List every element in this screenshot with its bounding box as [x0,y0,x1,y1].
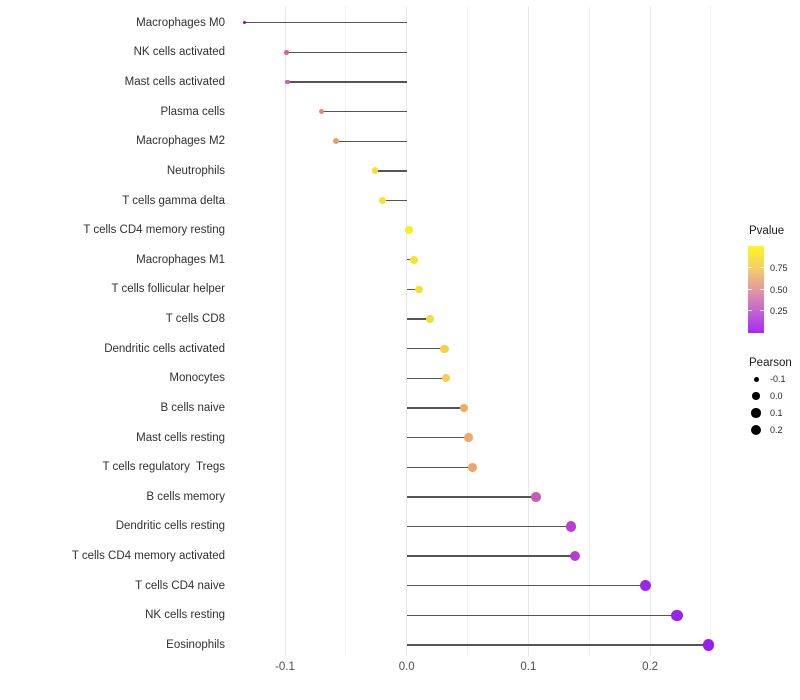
lollipop-dot [702,639,715,651]
major-gridline [649,6,651,656]
lollipop-dot [415,285,423,294]
lollipop-dot [318,108,325,115]
lollipop-stem [406,614,677,617]
pvalue-legend-title: Pvalue [749,225,785,237]
lollipop-stem [406,377,446,379]
colorbar-tick [760,288,764,290]
major-gridline [406,6,408,656]
y-axis-label: Plasma cells [160,105,225,118]
lollipop-dot [530,492,541,502]
lollipop-stem [406,585,646,587]
lollipop-stem [406,555,575,557]
x-tick-label: 0.0 [398,661,415,673]
y-axis-label: Macrophages M2 [136,135,225,148]
lollipop-dot [565,521,577,532]
pvalue-tick-label: 0.50 [770,284,788,295]
lollipop-dot [440,344,449,353]
lollipop-stem [286,51,407,53]
pearson-size-dot [750,424,762,436]
lollipop-dot [464,433,474,442]
pearson-size-label: 0.2 [770,425,783,435]
lollipop-stem [406,318,430,320]
colorbar-tick [760,267,764,268]
lollipop-stem [375,170,407,172]
lollipop-dot [468,462,477,472]
lollipop-dot [410,255,418,264]
lollipop-dot [283,49,289,55]
lollipop-stem [382,199,407,202]
y-axis-label: Mast cells activated [124,75,225,88]
y-axis-label: Dendritic cells resting [115,520,225,533]
colorbar-tick [748,310,752,311]
major-gridline [284,6,286,656]
pearson-size-dot [753,376,759,382]
lollipop-stem [406,288,419,291]
y-axis-label: T cells regulatory Tregs [102,461,225,474]
y-axis-label: T cells follicular helper [111,283,225,296]
y-axis-label: T cells CD4 memory resting [83,224,225,237]
y-axis-label: B cells naive [160,401,225,414]
y-axis-label: Macrophages M1 [136,253,225,266]
lollipop-stem [244,22,407,24]
x-tick-label: 0.2 [642,661,659,673]
y-axis-label: T cells gamma delta [122,194,225,207]
y-axis-label: T cells CD4 naive [135,579,225,592]
major-gridline [527,6,529,656]
lollipop-stem [406,644,709,646]
minor-gridline [588,6,590,656]
minor-gridline [710,6,712,656]
lollipop-dot [459,403,469,413]
lollipop-stem [406,436,469,439]
y-axis-label: Eosinophils [166,639,225,652]
y-axis-label: T cells CD4 memory activated [71,550,225,563]
pearson-legend-title: Pearson [749,357,792,369]
pearson-size-label: 0.0 [770,391,783,401]
y-axis-label: B cells memory [146,490,225,503]
colorbar-tick [760,310,764,311]
lollipop-dot [285,79,290,85]
lollipop-dot [425,315,434,323]
lollipop-stem [336,140,407,142]
lollipop-stem [406,348,445,350]
pearson-size-label: 0.1 [770,408,783,418]
y-axis-label: NK cells activated [133,46,225,59]
pearson-size-label: -0.1 [770,374,786,384]
y-axis-label: Monocytes [169,372,225,385]
lollipop-dot [569,551,580,562]
x-tick-label: 0.1 [520,661,537,673]
pearson-size-dot [751,408,761,418]
lollipop-dot [639,580,651,592]
x-tick-label: -0.1 [275,661,295,673]
colorbar-tick [748,267,752,268]
y-axis-label: Neutrophils [166,164,225,177]
pvalue-tick-label: 0.25 [770,306,788,316]
lollipop-dot [405,226,413,234]
lollipop-dot [333,138,340,145]
minor-gridline [467,6,469,656]
y-axis-label: Mast cells resting [136,431,225,444]
colorbar-tick [748,288,752,290]
lollipop-dot [243,21,247,25]
y-axis-label: NK cells resting [145,609,225,622]
lollipop-stem [321,110,407,113]
lollipop-dot [378,196,386,204]
minor-gridline [345,6,347,656]
lollipop-stem [287,81,407,83]
y-axis-label: Macrophages M0 [136,16,225,29]
pearson-size-dot [752,392,760,400]
lollipop-dot [371,167,379,175]
y-axis-label: Dendritic cells activated [104,342,225,355]
lollipop-stem [406,466,473,468]
lollipop-stem [406,496,536,498]
lollipop-dot [441,374,450,383]
lollipop-dot [671,609,683,622]
lollipop-stem [406,407,464,409]
pvalue-colorbar [748,246,764,333]
pvalue-tick-label: 0.75 [770,263,788,273]
lollipop-stem [406,525,571,528]
y-axis-label: T cells CD8 [165,313,225,326]
